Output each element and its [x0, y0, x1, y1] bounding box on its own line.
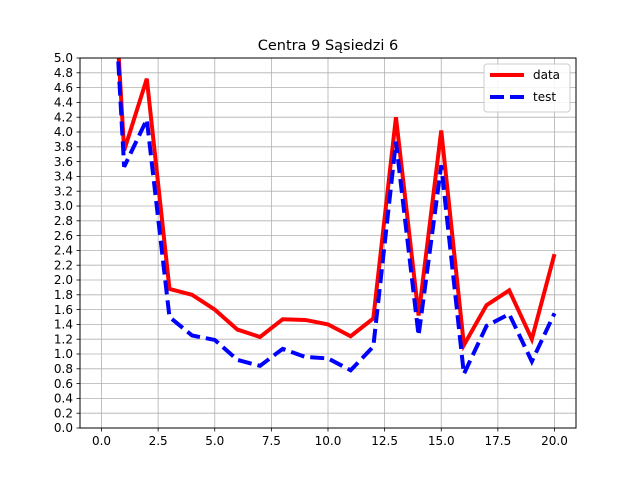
- y-tick-label: 1.4: [54, 318, 73, 332]
- x-tick-label: 5.0: [205, 434, 224, 448]
- y-tick-label: 1.6: [54, 303, 73, 317]
- y-tick-label: 3.6: [54, 155, 73, 169]
- y-tick-label: 4.4: [54, 96, 73, 110]
- x-tick-label: 2.5: [149, 434, 168, 448]
- y-tick-label: 2.0: [54, 273, 73, 287]
- x-tick-label: 10.0: [315, 434, 342, 448]
- x-tick-label: 15.0: [428, 434, 455, 448]
- y-tick-label: 2.6: [54, 229, 73, 243]
- legend-label-test: test: [533, 90, 556, 104]
- axis-ticks: 0.0 2.5 5.0 7.5 10.0 12.5 15.0 17.5 20.00.00.20.…: [54, 51, 568, 448]
- y-tick-label: 5.0: [54, 51, 73, 65]
- y-tick-label: 0.4: [54, 392, 73, 406]
- y-tick-label: 0.0: [54, 421, 73, 435]
- x-tick-label: 7.5: [262, 434, 281, 448]
- y-tick-label: 2.4: [54, 244, 73, 258]
- y-tick-label: 4.0: [54, 125, 73, 139]
- y-tick-label: 1.0: [54, 347, 73, 361]
- y-tick-label: 3.8: [54, 140, 73, 154]
- y-tick-label: 4.2: [54, 110, 73, 124]
- y-tick-label: 2.2: [54, 258, 73, 272]
- series-layer: [116, 58, 557, 382]
- y-tick-label: 1.2: [54, 332, 73, 346]
- y-tick-label: 0.8: [54, 362, 73, 376]
- y-tick-label: 2.8: [54, 214, 73, 228]
- y-tick-label: 4.6: [54, 81, 73, 95]
- legend-label-data: data: [533, 68, 560, 82]
- x-tick-label: 12.5: [371, 434, 398, 448]
- x-tick-label: 0.0: [92, 434, 111, 448]
- x-tick-label: 20.0: [541, 434, 568, 448]
- y-tick-label: 1.8: [54, 288, 73, 302]
- y-tick-label: 0.2: [54, 406, 73, 420]
- y-tick-label: 0.6: [54, 377, 73, 391]
- y-tick-label: 3.2: [54, 184, 73, 198]
- chart-title: Centra 9 Sąsiedzi 6: [258, 38, 398, 54]
- y-tick-label: 3.0: [54, 199, 73, 213]
- y-tick-label: 4.8: [54, 66, 73, 80]
- series-line-data: [116, 58, 557, 352]
- series-line-test: [116, 58, 557, 382]
- legend: data test: [483, 63, 571, 113]
- x-tick-label: 17.5: [485, 434, 512, 448]
- y-tick-label: 3.4: [54, 170, 73, 184]
